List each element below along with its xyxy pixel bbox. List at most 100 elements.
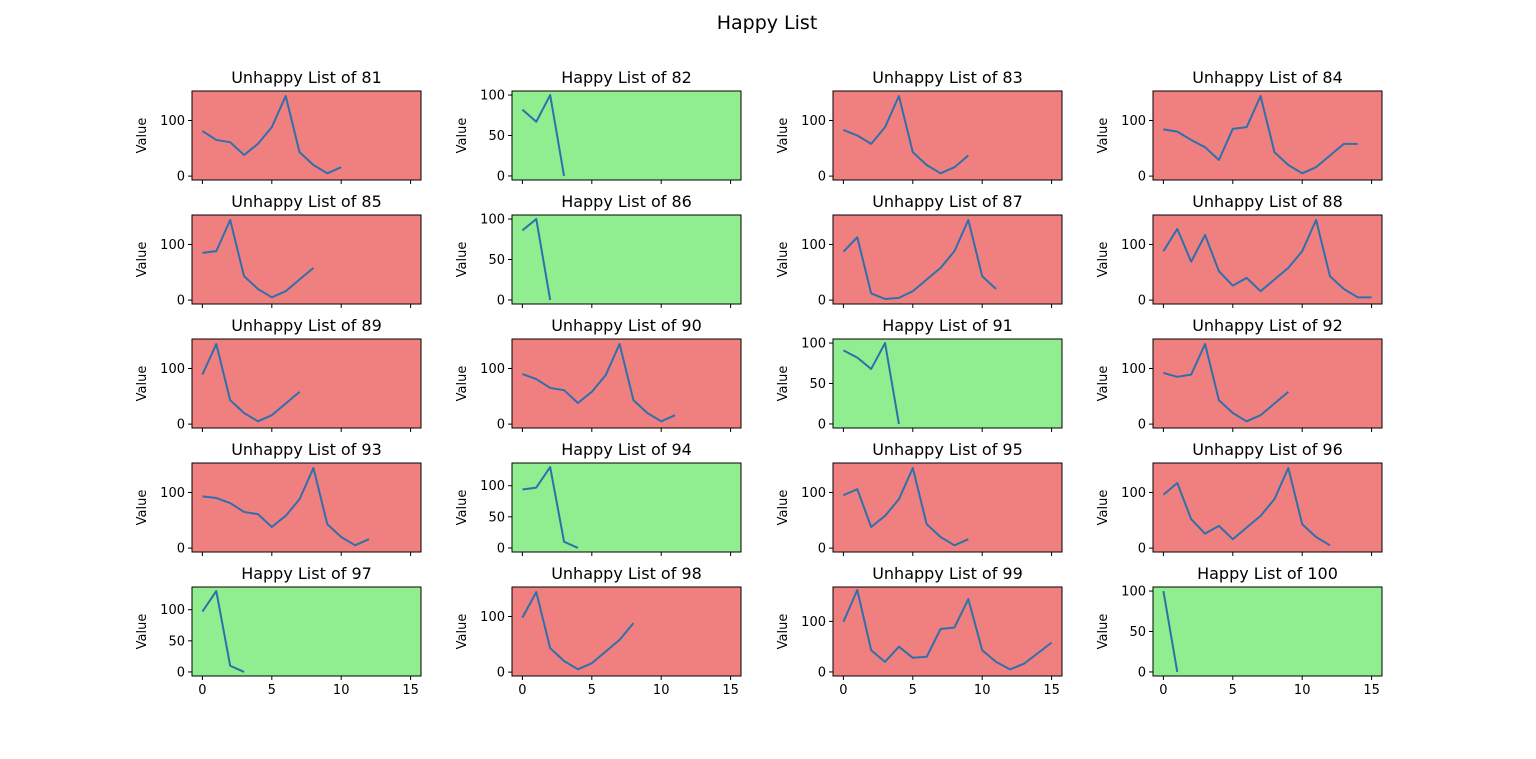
series-line xyxy=(842,589,1053,671)
subplot-2: Happy List of 82 Value 0 50 100 xyxy=(455,68,742,184)
subplot-15: Unhappy List of 95 Value 0 100 xyxy=(776,440,1063,557)
series-line xyxy=(522,466,579,549)
series-line xyxy=(202,219,315,299)
y-axis-label: Value xyxy=(135,242,150,278)
y-tick-label: 100 xyxy=(801,114,826,129)
plot-frame xyxy=(191,586,422,677)
series-line xyxy=(201,343,301,423)
series-line xyxy=(201,95,342,175)
subplot-18: Unhappy List of 98 Value 0 100 0 5 10 15 xyxy=(455,564,742,698)
subplot-title: Unhappy List of 99 xyxy=(872,564,1023,583)
subplot-9: Unhappy List of 89 Value 0 100 xyxy=(135,316,422,433)
plot-background xyxy=(833,339,1062,428)
x-tick-label: 0 xyxy=(518,683,526,698)
y-axis-label: Value xyxy=(1096,490,1111,526)
plot-background xyxy=(512,215,741,304)
subplot-7: Unhappy List of 87 Value 0 100 xyxy=(776,192,1063,309)
plot-background xyxy=(192,215,421,304)
subplot-3: Unhappy List of 83 Value 0 100 xyxy=(776,68,1063,185)
y-tick-label: 100 xyxy=(1121,585,1146,600)
subplot-12: Unhappy List of 92 Value 0 100 xyxy=(1096,316,1383,433)
subplot-title: Happy List of 100 xyxy=(1197,564,1338,583)
x-tick-label: 5 xyxy=(268,683,276,698)
y-tick-label: 0 xyxy=(177,418,185,433)
x-tick-label: 10 xyxy=(653,683,670,698)
plot-frame xyxy=(511,90,742,181)
subplot-title: Unhappy List of 93 xyxy=(231,440,382,459)
y-tick-label: 100 xyxy=(160,603,185,618)
plot-frame xyxy=(511,586,742,677)
subplot-19: Unhappy List of 99 Value 0 100 0 5 10 15 xyxy=(776,564,1063,698)
subplot-title: Unhappy List of 89 xyxy=(231,316,382,335)
y-axis-label: Value xyxy=(455,366,470,402)
subplot-8: Unhappy List of 88 Value 0 100 xyxy=(1096,192,1383,309)
plot-frame xyxy=(191,462,422,553)
y-tick-label: 100 xyxy=(801,238,826,253)
y-axis-label: Value xyxy=(455,118,470,154)
plot-frame xyxy=(191,338,422,429)
y-tick-label: 100 xyxy=(801,615,826,630)
plot-frame xyxy=(511,214,742,305)
subplot-4: Unhappy List of 84 Value 0 100 xyxy=(1096,68,1383,185)
y-tick-label: 100 xyxy=(160,486,185,501)
subplot-title: Unhappy List of 96 xyxy=(1192,440,1343,459)
y-tick-label: 0 xyxy=(818,170,826,185)
plot-background xyxy=(833,587,1062,676)
y-tick-label: 100 xyxy=(1121,114,1146,129)
subplot-title: Happy List of 94 xyxy=(561,440,692,459)
subplot-14: Happy List of 94 Value 0 50 100 xyxy=(455,440,742,556)
y-axis-label: Value xyxy=(455,242,470,278)
subplot-title: Happy List of 97 xyxy=(241,564,372,583)
subplot-title: Unhappy List of 81 xyxy=(231,68,382,87)
y-tick-label: 0 xyxy=(818,294,826,309)
y-tick-label: 50 xyxy=(488,253,505,268)
series-line xyxy=(843,95,969,175)
x-tick-label: 10 xyxy=(333,683,350,698)
y-axis-label: Value xyxy=(776,366,791,402)
subplot-title: Unhappy List of 84 xyxy=(1192,68,1343,87)
plot-frame xyxy=(1152,338,1383,429)
y-axis-label: Value xyxy=(135,118,150,154)
x-tick-label: 0 xyxy=(1159,683,1167,698)
figure-title: Happy List xyxy=(717,12,818,34)
plot-frame xyxy=(1152,90,1383,181)
plot-frame xyxy=(511,462,742,553)
plot-frame xyxy=(191,90,422,181)
y-axis-label: Value xyxy=(1096,366,1111,402)
subplot-title: Unhappy List of 92 xyxy=(1192,316,1343,335)
y-tick-label: 100 xyxy=(480,362,505,377)
plot-frame xyxy=(832,214,1063,305)
plot-frame xyxy=(1152,214,1383,305)
y-axis-label: Value xyxy=(455,490,470,526)
series-line xyxy=(1162,219,1372,299)
plot-background xyxy=(512,91,741,180)
y-tick-label: 0 xyxy=(1138,170,1146,185)
y-tick-label: 100 xyxy=(1121,362,1146,377)
y-tick-label: 100 xyxy=(480,610,505,625)
y-tick-label: 0 xyxy=(177,542,185,557)
y-axis-label: Value xyxy=(135,614,150,650)
x-tick-label: 15 xyxy=(722,683,739,698)
y-tick-label: 50 xyxy=(488,510,505,525)
y-axis-label: Value xyxy=(776,490,791,526)
y-tick-label: 0 xyxy=(818,665,826,680)
plot-background xyxy=(833,91,1062,180)
y-tick-label: 100 xyxy=(160,114,185,129)
y-tick-label: 100 xyxy=(801,337,826,352)
y-tick-label: 50 xyxy=(168,634,185,649)
y-tick-label: 50 xyxy=(1129,625,1146,640)
y-axis-label: Value xyxy=(1096,118,1111,154)
subplot-title: Happy List of 82 xyxy=(561,68,692,87)
plot-frame xyxy=(832,90,1063,181)
series-line xyxy=(201,590,245,673)
series-line xyxy=(1163,95,1358,175)
plot-frame xyxy=(832,338,1063,429)
subplot-1: Unhappy List of 81 Value 0 100 xyxy=(135,68,422,185)
series-line xyxy=(842,342,900,425)
plot-background xyxy=(1153,587,1382,676)
plot-frame xyxy=(1152,586,1383,677)
subplot-title: Happy List of 86 xyxy=(561,192,692,211)
y-tick-label: 50 xyxy=(488,129,505,144)
subplot-title: Unhappy List of 95 xyxy=(872,440,1023,459)
